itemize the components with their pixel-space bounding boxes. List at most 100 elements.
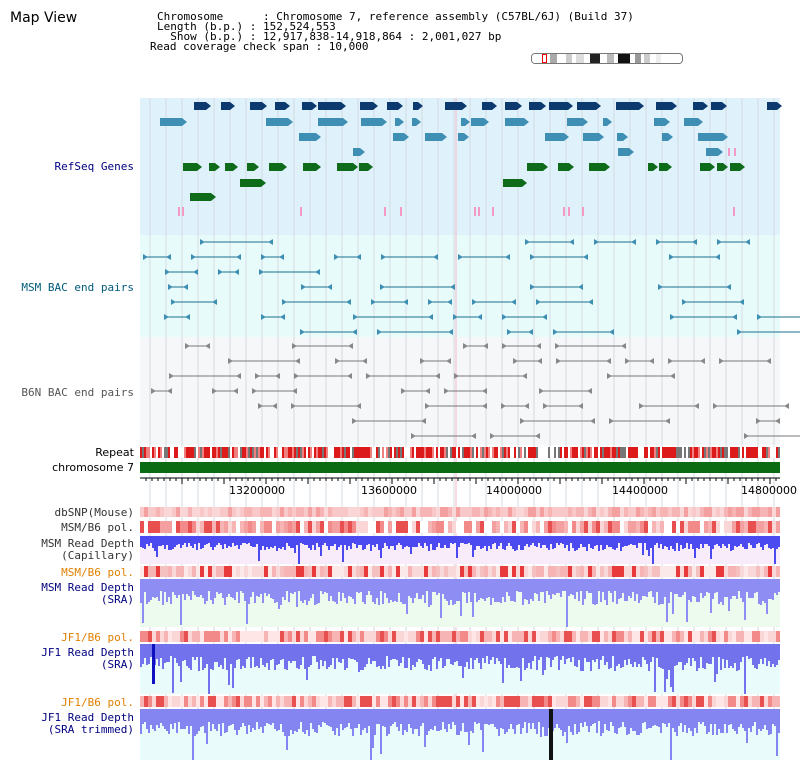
jf1-depth-sra-bar (726, 644, 728, 660)
msm-depth-cap-bar (662, 536, 664, 549)
jf1-depth-trim-bar (198, 709, 200, 731)
repeat-segment (318, 447, 320, 458)
msm-depth-cap-bar (744, 536, 746, 549)
msm-depth-cap-bar (274, 536, 276, 546)
dbsnp-cell (220, 507, 224, 517)
msm-depth-sra-bar (360, 579, 362, 592)
b6n-bac-end (625, 358, 630, 364)
jf1-depth-trim-bar (352, 709, 354, 736)
jf1-pol2-cell (680, 696, 684, 707)
jf1-depth-trim-bar (572, 709, 574, 735)
msm-depth-cap-bar (320, 536, 322, 556)
msm-depth-cap-bar (460, 536, 462, 543)
dbsnp-cell (184, 507, 188, 517)
msm-depth-sra-bar (292, 579, 294, 594)
msm-depth-cap-bar (702, 536, 704, 548)
jf1-depth-sra-bar (722, 644, 724, 659)
msm-depth-cap-bar (750, 536, 752, 545)
repeat-segment (600, 447, 602, 458)
jf1-pol2-cell (256, 696, 260, 707)
msm-depth-cap-bar (408, 536, 410, 547)
jf1-pol2-cell (640, 696, 644, 707)
repeat-segment (664, 447, 666, 458)
label-msm-bac[interactable]: MSM BAC end pairs (21, 281, 134, 294)
jf1-depth-trim-bar (600, 709, 602, 736)
msm-depth-sra-bar (262, 579, 264, 603)
label-b6n-bac[interactable]: B6N BAC end pairs (21, 386, 134, 399)
msm-depth-sra-bar (712, 579, 714, 599)
jf1-depth-trim-bar (458, 709, 460, 735)
dbsnp-cell (396, 507, 400, 517)
msm-depth-cap-bar (624, 536, 626, 546)
msm-depth-cap-bar (490, 536, 492, 549)
jf1-depth-trim-bar (664, 709, 666, 724)
jf1-depth-sra-bar (276, 644, 278, 665)
jf1-depth-sra-bar (656, 644, 658, 658)
msm-b6-pol-cell (248, 521, 252, 533)
msm-b6-pol-cell (380, 521, 384, 533)
label-refseq-genes[interactable]: RefSeq Genes (55, 160, 134, 173)
msm-depth-cap-bar (554, 536, 556, 548)
repeat-segment (148, 447, 150, 458)
repeat-segment (748, 447, 750, 458)
repeat-segment (540, 447, 542, 458)
jf1-depth-sra-bar (658, 644, 660, 667)
msm-depth-cap-bar (478, 536, 480, 546)
msm-depth-cap-bar (388, 536, 390, 549)
jf1-depth-trim-bar (732, 709, 734, 729)
msm-depth-cap-bar (432, 536, 434, 550)
msm-b6-pol-cell (180, 521, 184, 533)
msm-b6-pol2-cell (252, 566, 256, 577)
msm-depth-sra-bar (152, 579, 154, 597)
msm-bac-track-bg (140, 235, 780, 337)
repeat-segment (420, 447, 422, 458)
jf1-depth-trim-bar (672, 709, 674, 728)
msm-b6-pol-cell (488, 521, 492, 533)
repeat-segment (314, 447, 316, 458)
msm-depth-sra-bar (494, 579, 496, 602)
gene-strand-arrow (399, 118, 404, 126)
repeat-segment (342, 447, 344, 458)
msm-depth-cap-bar (618, 536, 620, 543)
msm-depth-sra-bar (382, 579, 384, 604)
dbsnp-cell (500, 507, 504, 517)
label-jf1-depth-trim-2: (SRA trimmed) (47, 723, 134, 736)
jf1-depth-trim-bar (698, 709, 700, 722)
msm-depth-sra-bar (670, 579, 672, 592)
repeat-segment (278, 447, 280, 458)
jf1-depth-trim-bar (210, 709, 212, 731)
msm-b6-pol-cell (504, 521, 508, 533)
msm-depth-sra-bar (434, 579, 436, 592)
repeat-segment (680, 447, 682, 458)
jf1-depth-trim-bar (372, 709, 374, 748)
msm-depth-cap-bar (710, 536, 712, 559)
msm-b6-pol2-cell (768, 566, 772, 577)
refseq-minor-mark (568, 207, 570, 216)
jf1-depth-sra-bar (612, 644, 614, 656)
msm-depth-cap-bar (308, 536, 310, 548)
repeat-segment (692, 447, 694, 458)
b6n-bac-end (609, 418, 614, 424)
repeat-segment (524, 447, 526, 458)
repeat-segment (404, 447, 406, 458)
msm-b6-pol2-cell (220, 566, 224, 577)
chromosome-ideogram[interactable] (531, 53, 683, 64)
label-jf1-depth-sra-1: JF1 Read Depth (41, 646, 134, 659)
msm-b6-pol-cell (512, 521, 516, 533)
jf1-pol-cell (408, 631, 412, 642)
jf1-depth-trim-bar (626, 709, 628, 735)
gene-strand-arrow (211, 193, 216, 201)
repeat-segment (496, 447, 498, 458)
msm-depth-cap-bar (166, 536, 168, 545)
msm-b6-pol2-cell (476, 566, 480, 577)
gene-strand-arrow (629, 148, 634, 156)
repeat-segment (386, 447, 388, 458)
jf1-depth-trim-bar (612, 709, 614, 726)
msm-bac-end (692, 239, 697, 245)
msm-b6-pol-cell (628, 521, 632, 533)
msm-depth-cap-bar (558, 536, 560, 545)
jf1-depth-sra-bar (278, 644, 280, 664)
jf1-pol-cell (184, 631, 188, 642)
msm-depth-sra-bar (746, 579, 748, 592)
